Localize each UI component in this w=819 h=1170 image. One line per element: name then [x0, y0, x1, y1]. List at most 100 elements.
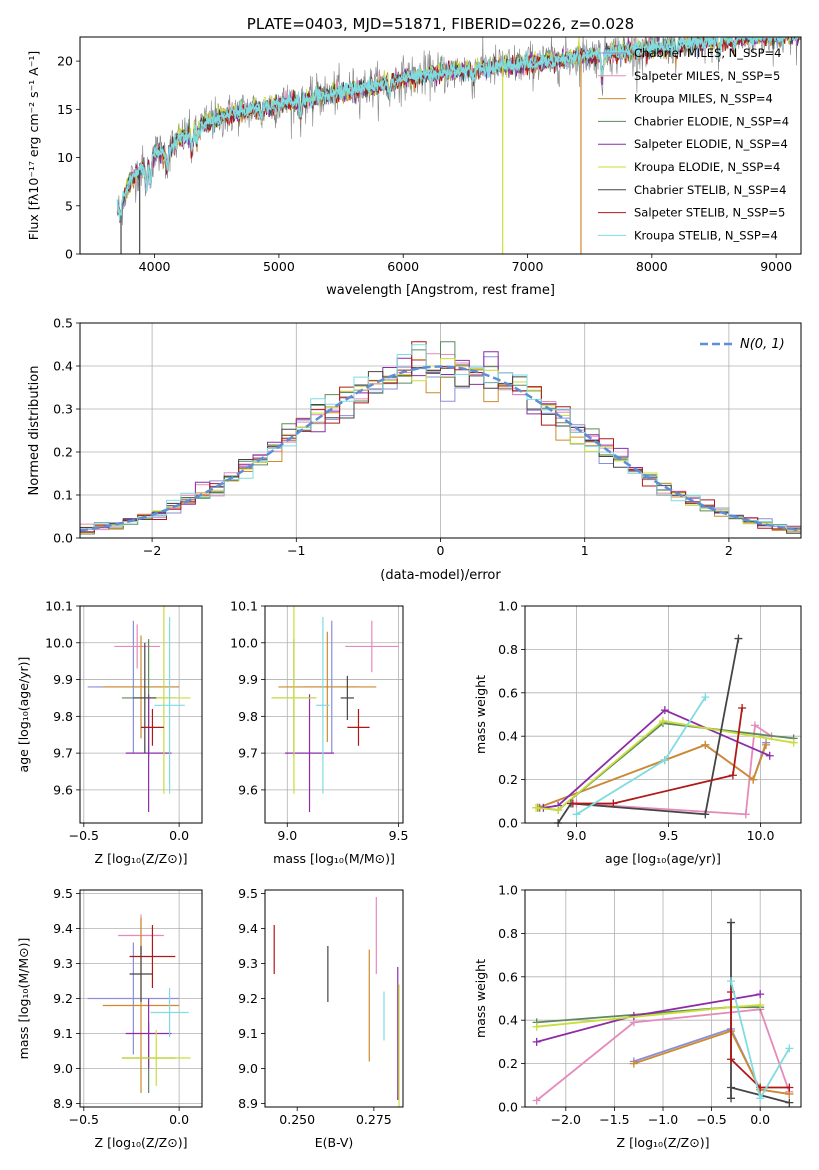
y-tick-label: 1.0 — [498, 883, 518, 898]
weight-line — [730, 992, 790, 1089]
x-tick-label: 9.0 — [567, 828, 587, 843]
y-tick-label: 15 — [57, 102, 73, 117]
errorbars — [273, 897, 400, 1107]
y-tick-label: 10 — [57, 150, 73, 165]
weight-marker — [785, 1098, 794, 1107]
x-tick-label: −2.0 — [551, 1112, 581, 1127]
legend-entry: Chabrier ELODIE, N_SSP=4 — [634, 114, 789, 128]
x-tick-label: 8000 — [636, 259, 668, 274]
weight-marker — [572, 810, 581, 819]
y-tick-label: 8.9 — [53, 1096, 73, 1111]
weight-marker — [659, 717, 667, 726]
mass-vs-Z-panel: −0.5 0.0 8.9 9.0 9.1 9.2 9.3 9.4 9.5 Z [log₁₀(Z/Z… — [16, 886, 203, 1150]
legend-entry: Chabrier STELIB, N_SSP=4 — [634, 183, 786, 197]
y-axis-label: age [log₁₀(age/yr)] — [16, 657, 31, 773]
weight-marker — [727, 977, 736, 986]
histogram-panel: −2 −1 0 1 2 0.0 0.1 0.2 0.3 0.4 0.5 (data-model)/er… — [27, 316, 802, 583]
y-tick-label: 0.1 — [53, 488, 73, 503]
x-tick-label: 7000 — [512, 259, 544, 274]
ticks: −2.0 −1.5 −1.0 −0.5 0.0 0.0 0.2 0.4 0.6 0.8 1.0 — [498, 883, 801, 1127]
x-tick-label: 0.275 — [356, 1112, 392, 1127]
weight-lines — [532, 634, 798, 827]
y-tick-label: 0.6 — [498, 969, 518, 984]
weight-marker — [532, 1037, 541, 1046]
y-tick-label: 9.5 — [238, 886, 258, 901]
ticks: 0.250 0.275 8.9 9.0 9.1 9.2 9.3 9.4 9.5 — [238, 886, 392, 1127]
spectrum-panel: 4000 5000 6000 7000 8000 9000 0 5 10 15 20 PLATE=04… — [26, 15, 802, 298]
ticks: −2 −1 0 1 2 0.0 0.1 0.2 0.3 0.4 0.5 — [53, 316, 801, 558]
weight-marker — [734, 634, 743, 643]
weight-marker — [568, 799, 577, 808]
weight-line — [536, 1004, 761, 1028]
y-tick-label: 0.0 — [53, 531, 73, 546]
x-tick-label: −2 — [143, 543, 161, 558]
errorbars — [271, 606, 399, 812]
spectrum-lines — [116, 37, 801, 254]
age-vs-Z-panel: −0.5 0.0 9.6 9.7 9.8 9.9 10.0 10.1 Z [log₁₀(Z/Z⊙… — [16, 599, 203, 866]
y-tick-label: 9.2 — [238, 991, 258, 1006]
x-tick-label: 0.250 — [279, 1112, 315, 1127]
weight-marker — [532, 803, 541, 812]
axes-frame — [524, 605, 802, 824]
mass-vs-EBV-panel: 0.250 0.275 8.9 9.0 9.1 9.2 9.3 9.4 9.5 E(B-V) — [238, 886, 404, 1150]
y-tick-label: 9.2 — [53, 991, 73, 1006]
x-tick-label: 10.0 — [747, 828, 775, 843]
y-tick-label: 0.4 — [498, 1013, 518, 1028]
legend-entry: Kroupa STELIB, N_SSP=4 — [634, 228, 778, 242]
page-title: PLATE=0403, MJD=51871, FIBERID=0226, z=0… — [247, 15, 634, 33]
y-tick-label: 9.0 — [238, 1061, 258, 1076]
y-tick-label: 0.0 — [498, 816, 518, 831]
weight-marker — [756, 990, 765, 999]
errorbars — [87, 606, 191, 812]
weight-vs-Z-panel: −2.0 −1.5 −1.0 −0.5 0.0 0.0 0.2 0.4 0.6 0.8 1.0 Z [… — [473, 883, 802, 1150]
y-tick-label: 9.8 — [53, 709, 73, 724]
ticks: −0.5 0.0 8.9 9.0 9.1 9.2 9.3 9.4 9.5 — [53, 886, 202, 1127]
y-tick-label: 9.4 — [53, 921, 73, 936]
x-axis-label: age [log₁₀(age/yr)] — [605, 851, 721, 866]
weight-marker — [701, 740, 710, 749]
weight-marker — [728, 771, 737, 780]
x-axis-label: (data-model)/error — [380, 568, 501, 583]
weight-marker — [532, 1022, 541, 1031]
legend: Chabrier MILES, N_SSP=4 Salpeter MILES, N… — [598, 46, 789, 242]
y-tick-label: 0.4 — [498, 729, 518, 744]
weight-marker — [785, 1044, 794, 1053]
weight-marker — [765, 751, 774, 760]
weight-line — [535, 720, 794, 811]
axes-frame — [264, 889, 404, 1108]
axes-frame — [79, 605, 203, 824]
y-tick-label: 0.2 — [498, 1056, 518, 1071]
weight-marker — [609, 799, 618, 808]
weight-line — [557, 638, 740, 824]
weight-marker — [785, 1083, 794, 1092]
axes-frame — [79, 889, 203, 1108]
x-tick-label: 9.0 — [277, 828, 297, 843]
legend-entry: Salpeter ELODIE, N_SSP=4 — [634, 137, 788, 151]
weight-marker — [741, 810, 750, 819]
weight-vs-age-panel: 9.0 9.5 10.0 0.0 0.2 0.4 0.6 0.8 1.0 age [log₁₀(a… — [473, 599, 802, 866]
weight-line — [633, 1029, 790, 1095]
legend-entry: Kroupa ELODIE, N_SSP=4 — [634, 160, 780, 174]
y-tick-label: 0.8 — [498, 926, 518, 941]
y-tick-label: 10.0 — [230, 635, 258, 650]
y-axis-label: Flux [fλ10⁻¹⁷ erg cm⁻² s⁻¹ A⁻¹] — [26, 51, 41, 240]
weight-marker — [727, 1083, 736, 1092]
y-tick-label: 0.0 — [498, 1100, 518, 1115]
y-tick-label: 0.2 — [498, 772, 518, 787]
weight-marker — [749, 775, 758, 784]
weight-line — [543, 709, 771, 809]
x-tick-label: 0.0 — [169, 1112, 189, 1127]
ticks: 9.0 9.5 9.6 9.7 9.8 9.9 10.0 10.1 — [230, 599, 408, 844]
weight-line — [576, 723, 773, 816]
y-tick-label: 0.4 — [53, 359, 73, 374]
x-axis-label: E(B-V) — [315, 1135, 354, 1150]
weight-marker — [660, 706, 669, 715]
weight-marker — [532, 1096, 541, 1105]
y-tick-label: 9.6 — [53, 782, 73, 797]
model-spectrum-top — [116, 37, 800, 223]
ticks: −0.5 0.0 9.6 9.7 9.8 9.9 10.0 10.1 — [45, 599, 202, 843]
x-tick-label: 6000 — [387, 259, 419, 274]
y-tick-label: 9.9 — [238, 672, 258, 687]
x-tick-label: −0.5 — [69, 1112, 99, 1127]
